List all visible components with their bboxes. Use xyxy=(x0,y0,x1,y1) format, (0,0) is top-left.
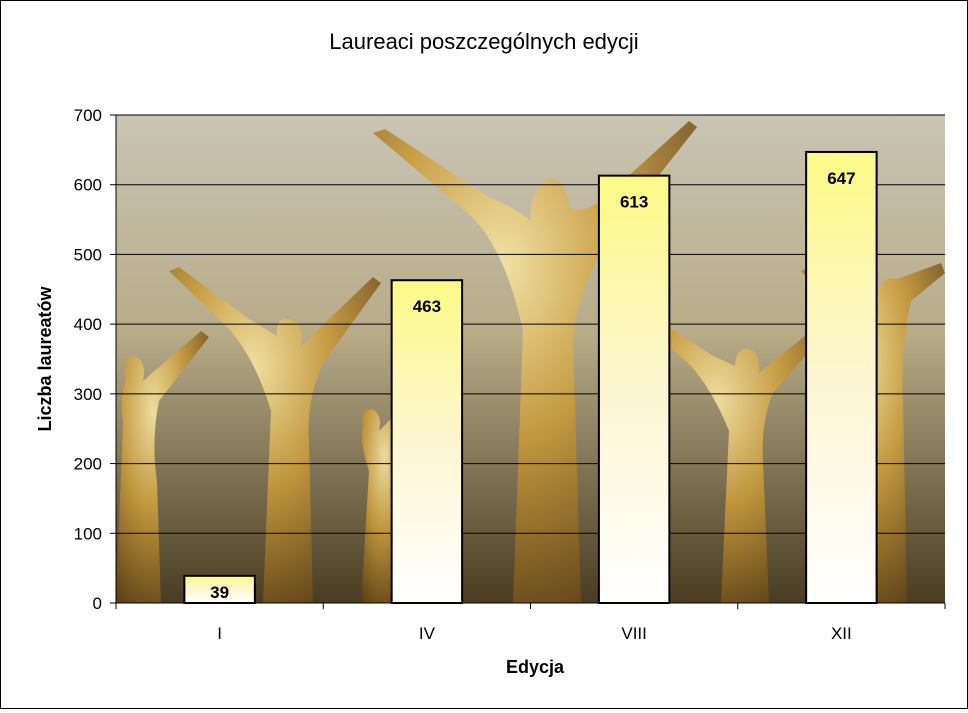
data-label: 613 xyxy=(620,193,648,212)
data-label: 39 xyxy=(210,583,229,602)
y-tick-label: 0 xyxy=(93,594,102,613)
bar-viii xyxy=(597,174,671,604)
x-tick-label: I xyxy=(217,624,222,643)
bar-xii xyxy=(805,150,878,604)
y-tick-label: 400 xyxy=(74,315,102,334)
x-tick-label: IV xyxy=(419,624,436,643)
statuette-figure xyxy=(169,267,381,603)
chart-title: Laureaci poszczególnych edycji xyxy=(329,29,638,54)
y-tick-label: 100 xyxy=(74,524,102,543)
y-tick-label: 700 xyxy=(74,106,102,125)
y-tick-label: 200 xyxy=(74,455,102,474)
statuette-figure xyxy=(373,121,697,603)
x-tick-label: VIII xyxy=(621,624,647,643)
x-tick-label: XII xyxy=(831,624,852,643)
y-tick-label: 500 xyxy=(74,245,102,264)
y-axis-title: Liczba laureatów xyxy=(35,285,55,431)
x-axis: I IV VIII XII xyxy=(115,602,946,643)
x-axis-title: Edycja xyxy=(506,657,565,677)
data-labels: 39 463 613 647 xyxy=(210,169,855,602)
statuette-figure xyxy=(116,331,209,603)
data-label: 463 xyxy=(413,297,441,316)
y-tick-label: 600 xyxy=(74,176,102,195)
data-label: 647 xyxy=(827,169,855,188)
statuette-figure xyxy=(361,396,419,603)
y-tick-label: 300 xyxy=(74,385,102,404)
bar-iv xyxy=(390,279,464,604)
statuette-figure xyxy=(641,316,829,603)
bars xyxy=(183,150,878,604)
y-axis: 0 100 200 300 400 500 600 700 xyxy=(74,106,117,613)
